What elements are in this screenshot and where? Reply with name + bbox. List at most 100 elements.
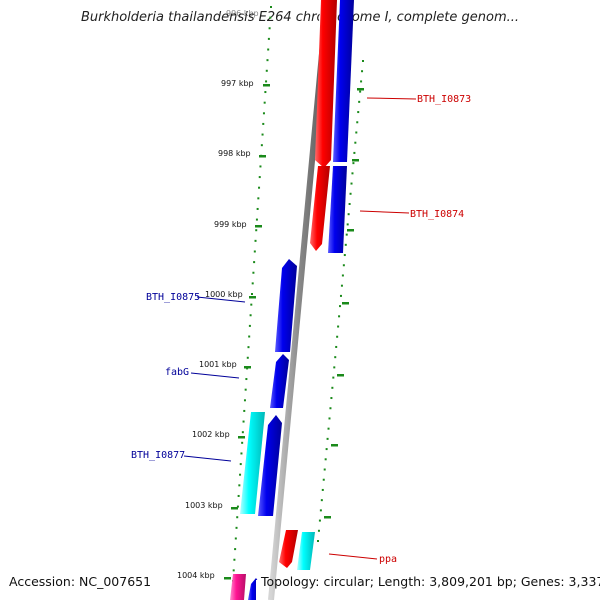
gc-dot [355,131,358,134]
gc-dot [267,37,270,40]
gene-label-fabg[interactable]: fabG [165,367,189,378]
label-leader-line [183,455,232,462]
gc-dot [328,417,331,420]
gc-dot [234,548,237,551]
gene-arrow-bth-i0877[interactable] [258,415,282,516]
gc-dot [260,144,263,147]
scale-tick-label-top: 996 kbp [226,9,259,18]
gc-dot [341,274,344,277]
scale-tick-label: 997 kbp [221,79,254,88]
gc-dot [358,100,361,103]
scale-tick-mark [337,374,344,377]
gc-dot [336,335,339,338]
gc-dot [263,101,266,104]
gene-arrow-bth-i0875[interactable] [275,259,297,352]
gc-dot [247,346,250,349]
gene-label-bth-i0877[interactable]: BTH_I0877 [131,450,185,461]
gc-dot [233,558,236,561]
gene-arrow-reverse[interactable] [256,580,262,600]
gc-dot [329,407,332,410]
gc-dot [342,264,345,267]
scale-tick-mark [224,577,231,580]
gc-dot [319,509,322,512]
gene-features [230,0,354,600]
gc-dot [249,314,252,317]
scale-tick-mark [238,436,245,439]
gc-dot [254,239,257,242]
gc-dot [262,122,265,125]
gc-dot [357,111,360,114]
gc-dot [347,213,350,216]
rna-feature-reverse[interactable] [240,412,265,514]
gc-dot [237,494,240,497]
gc-dot [317,540,319,542]
gc-dot [348,202,351,205]
gc-dot [327,427,330,430]
gc-dot [243,399,246,402]
gene-arrow-ppa[interactable] [279,530,298,568]
gene-arrow-forward[interactable] [328,166,347,253]
rna-feature-forward[interactable] [297,532,315,570]
other-feature[interactable] [230,574,246,600]
gc-dot [269,16,272,19]
gene-arrow-fabg[interactable] [270,354,289,408]
gc-dot [255,218,258,221]
gc-dot [251,282,254,285]
scale-tick-label: 1003 kbp [185,501,223,510]
gene-label-bth-i0873[interactable]: BTH_I0873 [417,94,471,105]
gene-label-bth-i0875[interactable]: BTH_I0875 [146,292,200,303]
gc-dot [239,473,242,476]
gene-arrow-bth-i0874[interactable] [310,166,330,251]
gc-dot [332,376,335,379]
scale-tick-label: 1001 kbp [199,360,237,369]
scale-tick-mark [347,229,354,232]
genome-summary-text: Topology: circular; Length: 3,809,201 bp… [261,574,600,589]
scale-tick-label: 1004 kbp [177,571,215,580]
gc-dot [331,386,334,389]
scale-tick-mark [331,444,338,447]
scale-tick-mark [342,302,349,305]
gc-dot [241,431,244,434]
gc-dot [251,293,253,295]
gc-dot [353,151,356,154]
gene-arrow-forward[interactable] [333,0,354,162]
gc-dot [345,233,348,236]
gc-dot [326,437,329,440]
gc-dot [362,60,364,62]
scale-tick-label: 1000 kbp [205,290,243,299]
gc-dot [267,48,270,51]
gc-dot [352,162,355,165]
gc-dot [255,229,258,232]
gc-dot [339,305,342,308]
scale-tick-mark [352,159,359,162]
gc-dot [262,112,265,115]
scale-tick-mark [263,84,270,87]
gc-dot [349,192,352,195]
label-leader-line [359,210,410,214]
scale-tick-label: 999 kbp [214,220,247,229]
gc-dot [343,254,346,257]
gc-dot [346,223,349,226]
gc-dot [239,463,242,466]
gene-arrow-bth-i0873[interactable] [315,0,337,168]
gc-dot [252,271,255,274]
gc-dot [245,378,248,381]
gene-label-bth-i0874[interactable]: BTH_I0874 [410,209,464,220]
gc-dot [333,366,336,369]
scale-tick-mark [231,507,238,510]
gene-label-ppa[interactable]: ppa [379,554,397,565]
gc-dot [264,91,267,94]
scale-tick-mark [259,155,266,158]
gc-dot [325,448,328,451]
gc-dot [246,356,249,359]
gene-labels: BTH_I0873 BTH_I0874 BTH_I0875 fabG BTH_I… [131,94,471,565]
scale-tick-mark [249,296,256,299]
scale-tick-mark [244,366,251,369]
gc-dot [324,458,327,461]
gc-dot [359,90,362,93]
gc-dot [323,468,326,471]
scale-ticks: 996 kbp 997 kbp 998 kbp 999 kbp 1000 kbp… [177,9,364,580]
scale-tick-mark [255,225,262,228]
gc-dot [318,519,321,522]
